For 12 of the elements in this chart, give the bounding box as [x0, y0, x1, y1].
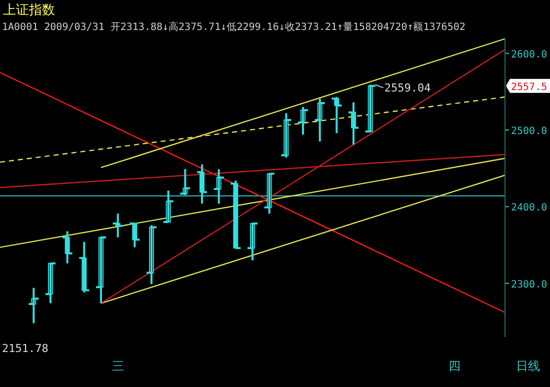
y-tick-label: 2300.0: [511, 279, 548, 290]
text: 2151.78: [2, 342, 48, 355]
chart-title: 上证指数: [3, 3, 55, 18]
x-tick-label: 四: [448, 359, 460, 373]
y-tick-label: 2500.0: [511, 126, 548, 137]
chart-subtitle: 1A0001 2009/03/31 开2313.88↓高2375.71↓低2299.16↓收2373.21↑量158204720↑额1376502: [2, 21, 466, 33]
text: 日线: [516, 359, 540, 373]
x-tick-label: 三: [112, 359, 124, 373]
annotation: 2559.04: [384, 82, 432, 95]
text: 2557.5: [511, 82, 548, 93]
y-tick-label: 2600.0: [511, 49, 548, 60]
y-tick-label: 2400.0: [511, 202, 548, 214]
